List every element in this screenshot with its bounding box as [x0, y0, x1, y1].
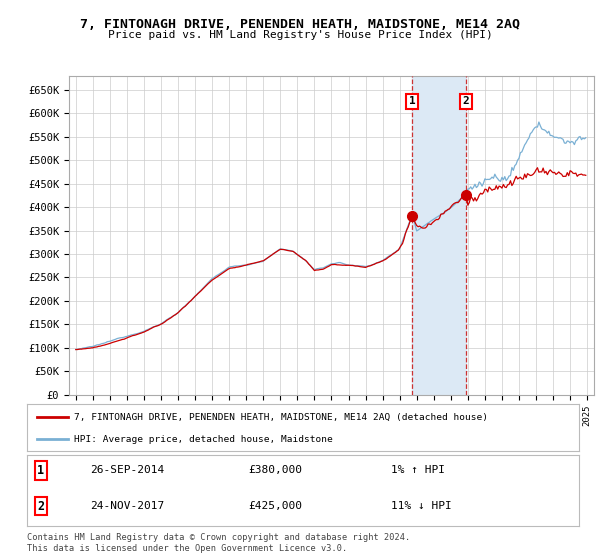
Text: 26-SEP-2014: 26-SEP-2014	[91, 465, 165, 475]
Text: Price paid vs. HM Land Registry's House Price Index (HPI): Price paid vs. HM Land Registry's House …	[107, 30, 493, 40]
Text: 7, FINTONAGH DRIVE, PENENDEN HEATH, MAIDSTONE, ME14 2AQ (detached house): 7, FINTONAGH DRIVE, PENENDEN HEATH, MAID…	[74, 413, 488, 422]
Text: Contains HM Land Registry data © Crown copyright and database right 2024.
This d: Contains HM Land Registry data © Crown c…	[27, 533, 410, 553]
Text: 1% ↑ HPI: 1% ↑ HPI	[391, 465, 445, 475]
Bar	[412, 76, 466, 395]
Text: 11% ↓ HPI: 11% ↓ HPI	[391, 501, 452, 511]
Text: 1: 1	[37, 464, 44, 477]
Text: 7, FINTONAGH DRIVE, PENENDEN HEATH, MAIDSTONE, ME14 2AQ: 7, FINTONAGH DRIVE, PENENDEN HEATH, MAID…	[80, 17, 520, 31]
Text: HPI: Average price, detached house, Maidstone: HPI: Average price, detached house, Maid…	[74, 435, 332, 444]
Text: £425,000: £425,000	[248, 501, 302, 511]
Text: 24-NOV-2017: 24-NOV-2017	[91, 501, 165, 511]
Text: 1: 1	[409, 96, 416, 106]
Text: 2: 2	[463, 96, 470, 106]
Text: £380,000: £380,000	[248, 465, 302, 475]
Text: 2: 2	[37, 500, 44, 513]
